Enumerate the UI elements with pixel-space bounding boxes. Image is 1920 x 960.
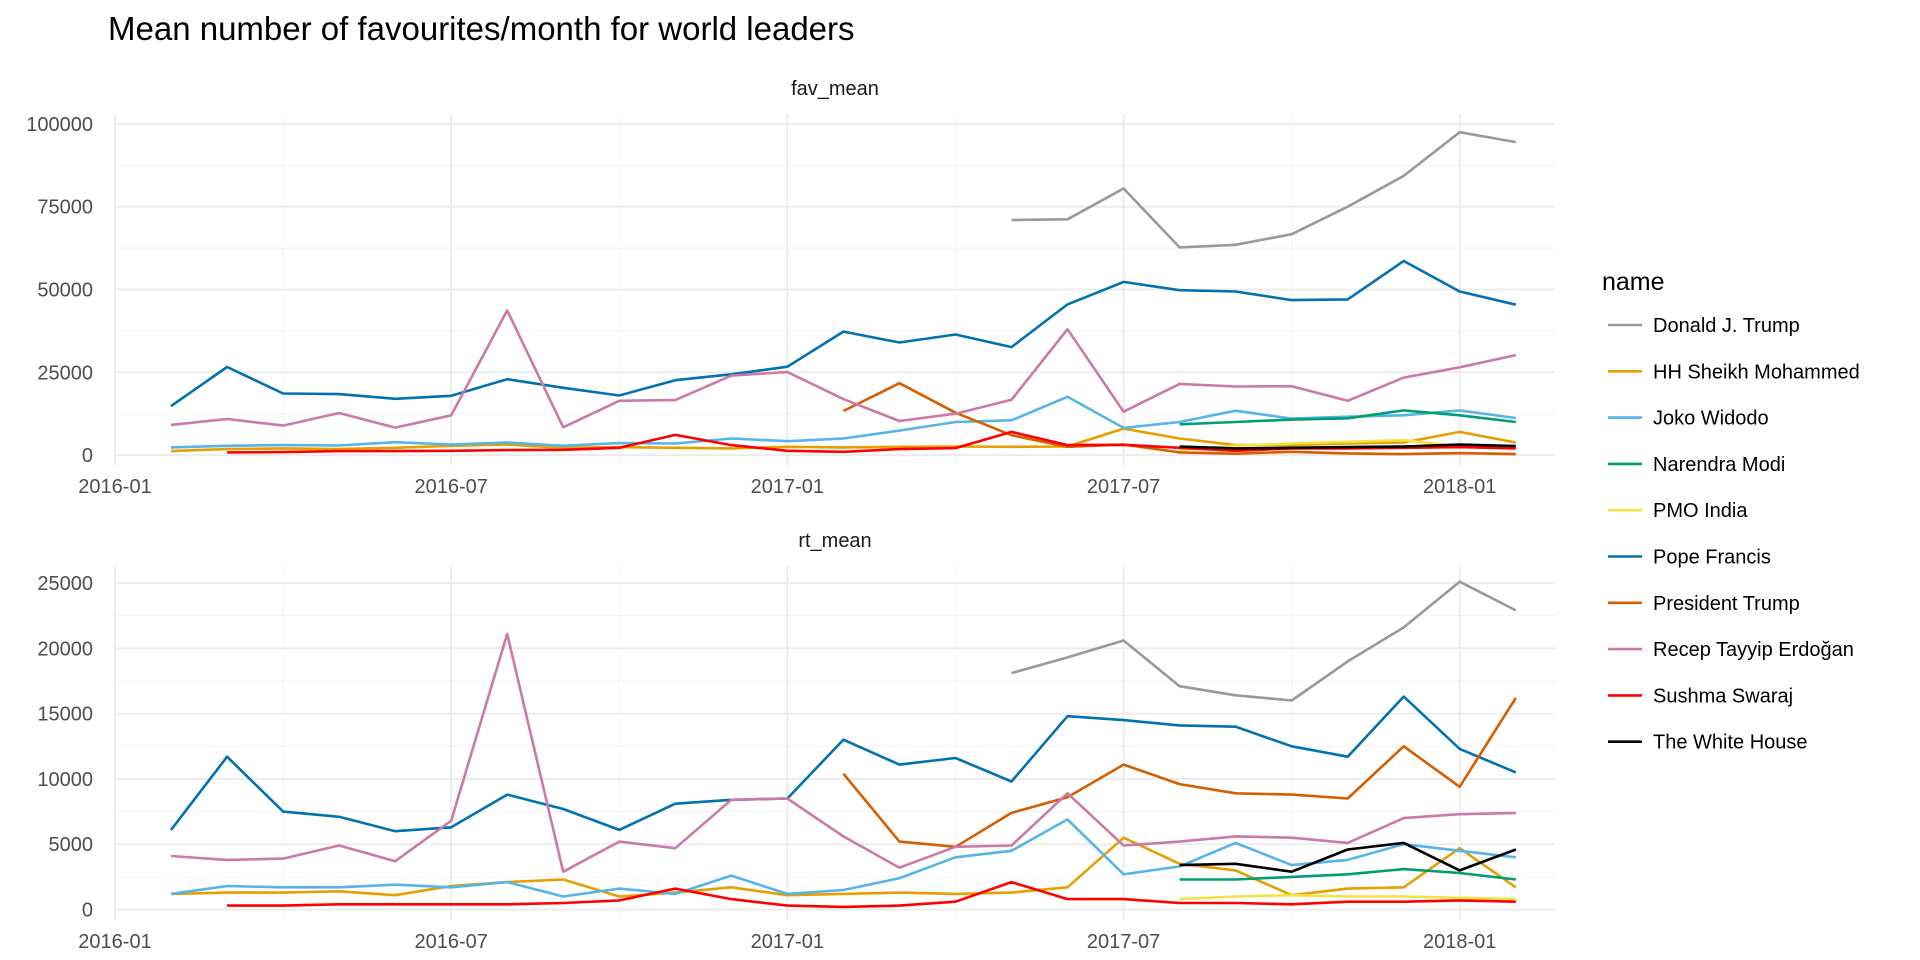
series-line-pope-francis [169,695,1517,833]
y-tick-label: 100000 [26,114,93,136]
y-tick-label: 0 [82,900,93,922]
series-line-the-white-house [1179,443,1516,450]
series-line-donald-j-trump [1011,130,1517,249]
legend-label: Joko Widodo [1653,408,1769,430]
y-tick-label: 10000 [37,769,93,791]
facet-label: rt_mean [798,530,871,552]
x-tick-label: 2017-01 [751,476,824,498]
x-tick-label: 2016-01 [78,931,151,953]
legend-item: PMO India [1608,500,1748,522]
legend-item: The White House [1608,732,1808,754]
series-line-hh-sheikh-mohammed [170,427,1517,453]
series-line-president-trump [842,381,1516,456]
legend-item: Donald J. Trump [1608,315,1800,337]
legend-label: Pope Francis [1653,547,1771,569]
legend-label: The White House [1653,732,1808,754]
series-line-pope-francis [170,259,1517,408]
series-line-recep-tayyip-erdogan [170,632,1516,873]
x-tick-label: 2017-07 [1087,476,1160,498]
legend-label: Narendra Modi [1653,454,1785,476]
legend-item: HH Sheikh Mohammed [1608,361,1860,383]
x-tick-label: 2016-07 [414,931,487,953]
y-tick-label: 5000 [49,834,94,856]
series-line-hh-sheikh-mohammed [170,836,1517,898]
series-line-recep-tayyip-erdogan [170,309,1517,429]
series-line-the-white-house [1179,841,1517,873]
legend: name Donald J. Trump HH Sheikh Mohammed Jo… [1602,268,1860,754]
legend-label: Recep Tayyip Erdoğan [1653,639,1854,661]
legend-label: Sushma Swaraj [1653,685,1793,707]
x-tick-label: 2018-01 [1423,476,1496,498]
x-tick-label: 2016-07 [414,476,487,498]
series-line-donald-j-trump [1011,580,1517,702]
legend-item: Joko Widodo [1608,408,1769,430]
legend-item: Pope Francis [1608,547,1771,569]
chart-title: Mean number of favourites/month for worl… [108,10,855,47]
series-line-sushma-swaraj [227,880,1516,909]
legend-item: Recep Tayyip Erdoğan [1608,639,1854,661]
series-line-pmo-india [1179,893,1516,901]
y-tick-label: 15000 [37,704,93,726]
x-tick-label: 2017-07 [1087,931,1160,953]
legend-label: PMO India [1653,500,1748,522]
y-tick-label: 25000 [37,573,93,595]
legend-item: Sushma Swaraj [1608,685,1793,707]
x-tick-label: 2016-01 [78,476,151,498]
legend-title: name [1602,268,1665,296]
y-tick-label: 20000 [37,638,93,660]
series-line-narendra-modi [1179,867,1516,881]
legend-item: President Trump [1608,593,1800,615]
legend-label: Donald J. Trump [1653,315,1800,337]
y-tick-label: 75000 [37,197,93,219]
x-tick-label: 2017-01 [751,931,824,953]
series-line-narendra-modi [1179,409,1516,426]
series-line-joko-widodo [170,818,1516,898]
x-tick-label: 2018-01 [1423,931,1496,953]
legend-label: HH Sheikh Mohammed [1653,361,1860,383]
legend-item: Narendra Modi [1608,454,1785,476]
series-line-president-trump [842,697,1517,849]
panel-fav-mean: fav_mean 0 25000 50000 75000 100000 2016-01 201… [26,78,1555,498]
legend-label: President Trump [1653,593,1800,615]
y-tick-label: 25000 [37,362,93,384]
y-tick-label: 50000 [37,280,93,302]
facet-label: fav_mean [791,78,879,100]
y-tick-label: 0 [82,445,93,467]
panel-rt-mean: rt_mean 0 5000 10000 15000 20000 25000 2016-01 2… [37,530,1555,953]
